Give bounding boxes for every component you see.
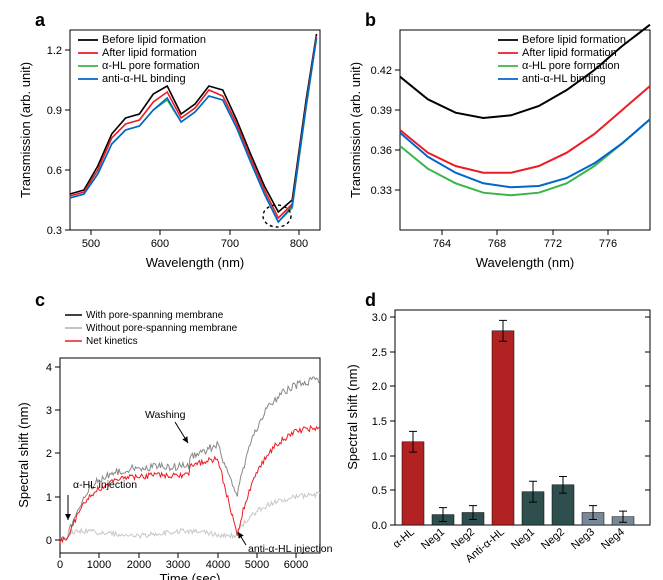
svg-text:With pore-spanning membrane: With pore-spanning membrane [86,310,224,321]
svg-text:0.9: 0.9 [47,105,62,117]
svg-text:3.0: 3.0 [372,312,387,324]
svg-text:anti-α-HL binding: anti-α-HL binding [522,73,606,85]
svg-text:2.5: 2.5 [372,347,387,359]
svg-text:α-HL injection: α-HL injection [73,479,137,491]
svg-text:anti-α-HL binding: anti-α-HL binding [102,73,186,85]
svg-text:Before lipid formation: Before lipid formation [522,34,626,46]
svg-text:2: 2 [46,448,52,460]
legend-b: Before lipid formation After lipid forma… [498,34,626,85]
panel-a-label: a [35,10,45,31]
svg-text:Spectral shift (nm): Spectral shift (nm) [16,402,31,507]
panel-b: b 764 768 772 776 0.33 0.36 0.39 0.42 Wa… [340,5,660,275]
svg-text:0.33: 0.33 [371,185,392,197]
svg-text:0: 0 [57,559,63,571]
panel-c: c 0 1000 2000 3000 4000 5000 6000 0 1 2 … [10,290,330,570]
svg-text:1.2: 1.2 [47,45,62,57]
xticks-a: 500 600 700 800 [82,230,308,250]
svg-text:800: 800 [290,238,308,250]
svg-text:4000: 4000 [206,559,230,571]
svg-text:1.0: 1.0 [372,451,387,463]
svg-text:0.3: 0.3 [47,225,62,237]
svg-text:1.5: 1.5 [372,416,387,428]
svg-text:α-HL pore formation: α-HL pore formation [102,60,200,72]
svg-text:Before lipid formation: Before lipid formation [102,34,206,46]
chart-b: 764 768 772 776 0.33 0.36 0.39 0.42 Wave… [340,5,660,275]
svg-text:Spectral shift (nm): Spectral shift (nm) [345,364,360,469]
svg-text:Neg4: Neg4 [599,526,627,552]
panel-b-label: b [365,10,376,31]
svg-text:Net kinetics: Net kinetics [86,336,138,347]
svg-text:0.36: 0.36 [371,145,392,157]
svg-text:0: 0 [46,535,52,547]
svg-text:3000: 3000 [166,559,190,571]
svg-text:6000: 6000 [284,559,308,571]
svg-text:Wavelength (nm): Wavelength (nm) [476,255,575,270]
svg-text:After lipid formation: After lipid formation [102,47,197,59]
svg-text:764: 764 [433,238,451,250]
svg-text:0.39: 0.39 [371,105,392,117]
svg-text:Time (sec): Time (sec) [160,571,221,580]
svg-text:Without pore-spanning membrane: Without pore-spanning membrane [86,323,238,334]
svg-text:Neg2: Neg2 [539,526,567,552]
svg-text:1000: 1000 [87,559,111,571]
svg-text:0.6: 0.6 [47,165,62,177]
svg-text:Neg1: Neg1 [509,526,537,552]
legend-c: With pore-spanning membrane Without pore… [65,310,238,347]
svg-text:α-HL pore formation: α-HL pore formation [522,60,620,72]
svg-text:5000: 5000 [245,559,269,571]
svg-text:0.0: 0.0 [372,520,387,532]
svg-text:2000: 2000 [127,559,151,571]
panel-d: d 0.0 0.5 1.0 1.5 2.0 2.5 3.0 Spectral s… [340,290,660,570]
ylabel-a: Transmission (arb. unit) [18,62,33,198]
svg-text:After lipid formation: After lipid formation [522,47,617,59]
legend-a: Before lipid formation After lipid forma… [78,34,206,85]
svg-text:768: 768 [488,238,506,250]
chart-d: 0.0 0.5 1.0 1.5 2.0 2.5 3.0 Spectral shi… [340,290,660,570]
svg-text:600: 600 [151,238,169,250]
svg-text:anti-α-HL injection: anti-α-HL injection [248,543,333,555]
chart-a: 500 600 700 800 0.3 0.6 0.9 1.2 Waveleng… [10,5,330,275]
svg-text:α-HL: α-HL [391,526,417,551]
chart-c: 0 1000 2000 3000 4000 5000 6000 0 1 2 3 … [10,290,330,570]
svg-text:776: 776 [599,238,617,250]
svg-text:1: 1 [46,492,52,504]
svg-text:4: 4 [46,362,52,374]
xlabel-a: Wavelength (nm) [146,255,245,270]
yticks-a: 0.3 0.6 0.9 1.2 [47,45,70,237]
svg-text:0.42: 0.42 [371,65,392,77]
svg-text:772: 772 [544,238,562,250]
svg-text:2.0: 2.0 [372,381,387,393]
panel-d-label: d [365,290,376,311]
svg-text:500: 500 [82,238,100,250]
svg-text:Neg1: Neg1 [419,526,447,552]
svg-text:700: 700 [221,238,239,250]
svg-text:Washing: Washing [145,409,186,421]
panel-c-label: c [35,290,45,311]
svg-text:Transmission (arb. unit): Transmission (arb. unit) [348,62,363,198]
svg-text:Neg3: Neg3 [569,526,597,552]
svg-text:3: 3 [46,405,52,417]
svg-text:0.5: 0.5 [372,485,387,497]
panel-a: a 500 600 700 800 0.3 0.6 0.9 1.2 Wavele… [10,5,330,275]
